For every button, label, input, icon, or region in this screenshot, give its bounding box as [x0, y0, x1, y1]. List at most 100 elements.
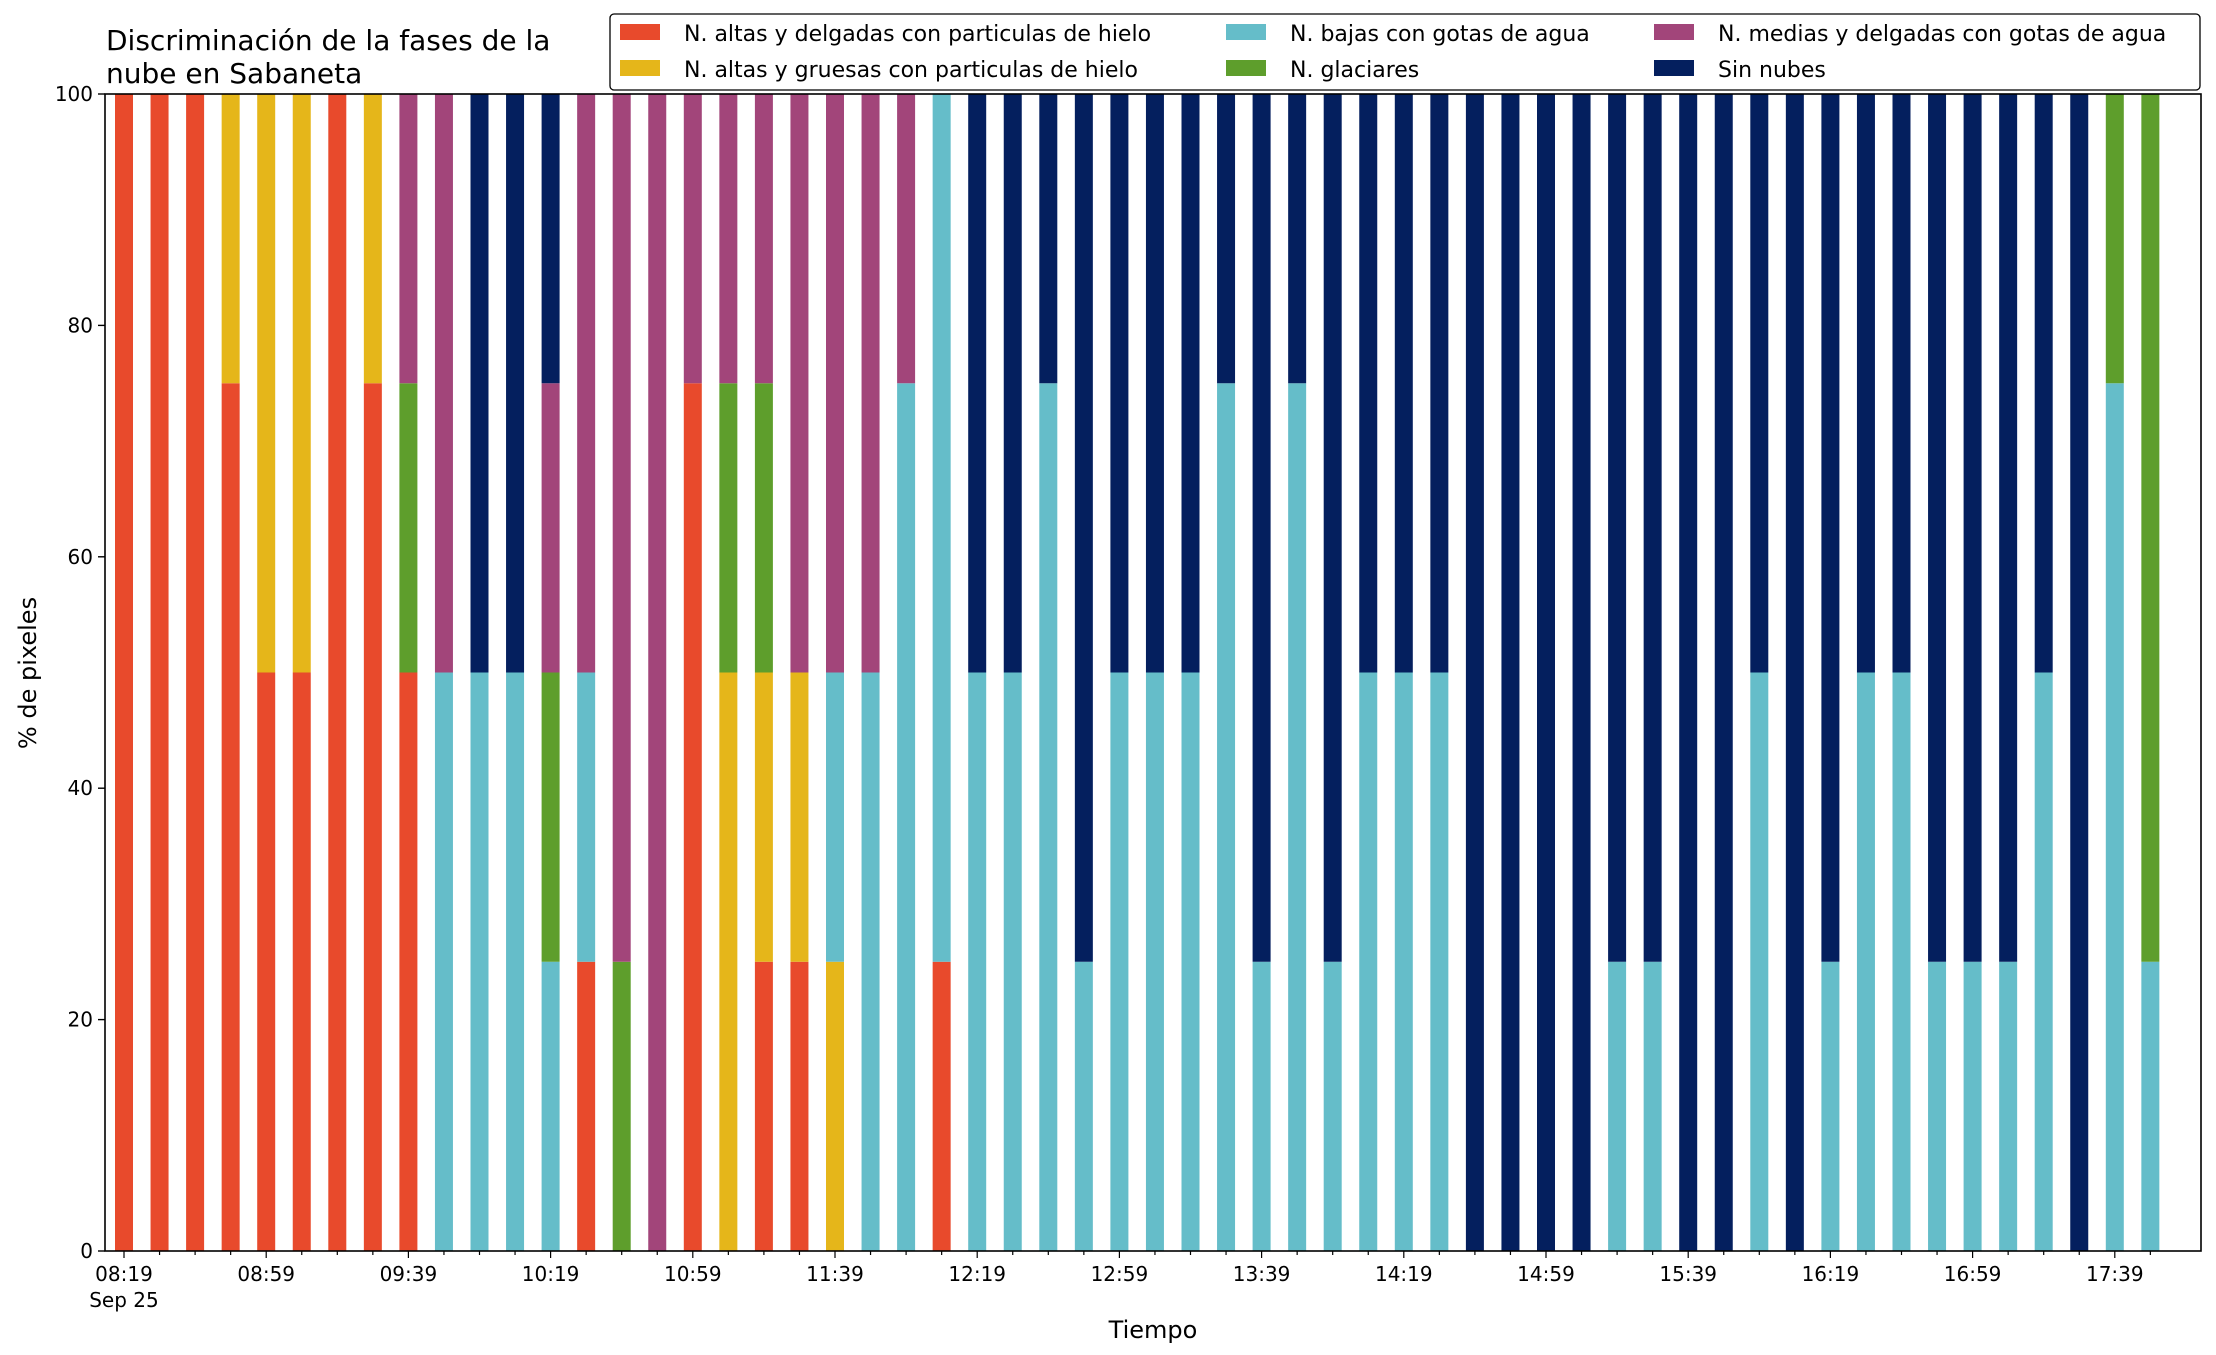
x-tick-label: 14:59 [1517, 1262, 1575, 1286]
bar-segment [790, 961, 809, 1251]
bar-segment [1679, 94, 1698, 1251]
bar-segment [1750, 94, 1769, 673]
bar-segment [2141, 94, 2160, 962]
bar-segment [1821, 961, 1840, 1251]
y-tick-label: 0 [80, 1239, 93, 1263]
bar-segment [328, 94, 347, 1251]
bar-segment [1110, 94, 1129, 673]
y-tick-label: 100 [55, 82, 93, 106]
y-tick-label: 60 [68, 545, 93, 569]
bar-segment [1145, 672, 1164, 1251]
bar-segment [577, 672, 596, 962]
bar-segment [719, 383, 738, 673]
bar-segment [1288, 383, 1307, 1251]
bar-segment [1785, 94, 1804, 1251]
legend-label-bajas-gotas: N. bajas con gotas de agua [1290, 22, 1590, 47]
bar-segment [1430, 672, 1449, 1251]
legend-swatch-altas-delgadas [620, 24, 660, 40]
bar-segment [1252, 94, 1271, 962]
legend-swatch-medias-delgadas [1654, 24, 1694, 40]
legend-swatch-sin-nubes [1654, 60, 1694, 76]
bar-segment [541, 961, 560, 1251]
x-tick-label: 10:19 [522, 1262, 580, 1286]
legend-label-altas-delgadas: N. altas y delgadas con particulas de hi… [684, 22, 1151, 47]
bar-segment [186, 94, 205, 1251]
bar-segment [363, 383, 382, 1251]
bar-segment [292, 94, 311, 673]
x-tick-label: 09:39 [380, 1262, 438, 1286]
legend-frame [609, 13, 2201, 91]
bar-segment [1217, 383, 1236, 1251]
bar-segment [1856, 94, 1875, 673]
y-axis: 0 20 40 60 80 100 [55, 82, 105, 1263]
legend-label-altas-gruesas: N. altas y gruesas con particulas de hie… [684, 58, 1138, 83]
legend: N. altas y delgadas con particulas de hi… [609, 13, 2201, 91]
x-tick-label: 16:59 [1944, 1262, 2002, 1286]
bar-segment [754, 383, 773, 673]
legend-swatch-glaciares [1226, 60, 1266, 76]
legend-label-glaciares: N. glaciares [1290, 58, 1419, 83]
bar-segment [754, 672, 773, 962]
plot-frame [104, 93, 2202, 1252]
bar-segment [1430, 94, 1449, 673]
bar-segment [2070, 94, 2089, 1251]
bar-segment [577, 94, 596, 673]
bar-segment [648, 94, 667, 1251]
bar-segment [1714, 94, 1733, 1251]
x-axis-label: Tiempo [1108, 1316, 1198, 1344]
bar-segment [861, 672, 880, 1251]
bar-segment [932, 94, 951, 962]
bar-segment [754, 961, 773, 1251]
bar-segment [1003, 94, 1022, 673]
bar-segment [399, 94, 418, 384]
bar-segment [1145, 94, 1164, 673]
bars-group [115, 94, 2160, 1251]
bar-segment [1252, 961, 1271, 1251]
legend-swatch-altas-gruesas [620, 60, 660, 76]
x-axis: 08:19 08:59 09:39 10:19 10:59 11:39 12:19 12:59… [89, 1251, 2151, 1312]
bar-segment [826, 961, 844, 1251]
bar-segment [1039, 94, 1058, 384]
bar-segment [719, 672, 738, 1251]
bar-segment [683, 94, 702, 384]
x-tick-label: 08:59 [237, 1262, 295, 1286]
bar-segment [470, 94, 489, 673]
bar-segment [1537, 94, 1555, 1251]
x-tick-label: 08:19 [95, 1262, 153, 1286]
bar-segment [1074, 961, 1093, 1251]
bar-segment [1963, 94, 1982, 962]
bar-segment [1217, 94, 1236, 384]
bar-segment [1608, 961, 1627, 1251]
bar-segment [292, 672, 311, 1251]
x-tick-label: 14:19 [1375, 1262, 1433, 1286]
bar-segment [434, 672, 453, 1251]
bar-segment [221, 94, 240, 384]
bar-segment [1394, 672, 1413, 1251]
bar-segment [968, 94, 987, 673]
bar-segment [257, 94, 276, 673]
bar-segment [1856, 672, 1875, 1251]
bar-segment [1928, 94, 1947, 962]
x-tick-label: 15:39 [1659, 1262, 1717, 1286]
bar-segment [1643, 94, 1662, 962]
bar-segment [221, 383, 240, 1251]
bar-segment [968, 672, 987, 1251]
bar-segment [1181, 672, 1200, 1251]
bar-segment [790, 94, 809, 673]
bar-segment [541, 94, 560, 384]
bar-segment [1892, 94, 1911, 673]
chart-title-line-1: Discriminación de la fases de la [106, 24, 550, 57]
bar-segment [612, 94, 631, 962]
bar-segment [363, 94, 382, 384]
bar-segment [434, 94, 453, 673]
bar-segment [399, 672, 418, 1251]
bar-segment [897, 383, 916, 1251]
x-tick-label: 13:39 [1233, 1262, 1291, 1286]
bar-segment [1892, 672, 1911, 1251]
bar-segment [719, 94, 738, 384]
bar-segment [150, 94, 169, 1251]
bar-segment [470, 672, 489, 1251]
bar-segment [1963, 961, 1982, 1251]
bar-segment [1608, 94, 1627, 962]
